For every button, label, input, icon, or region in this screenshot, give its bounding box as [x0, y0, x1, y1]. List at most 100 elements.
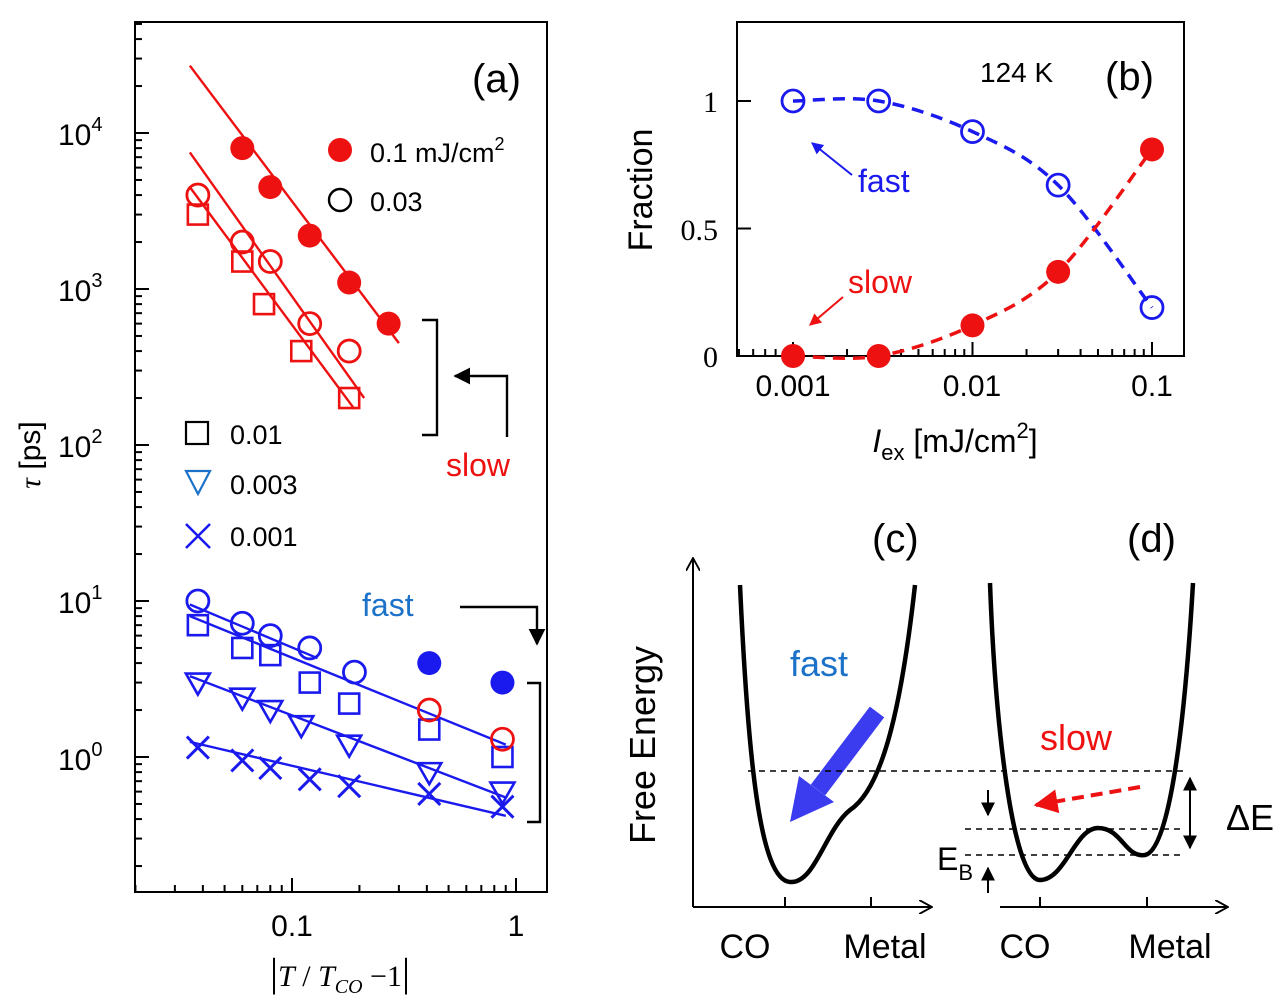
- panel-b-label: (b): [1105, 55, 1154, 99]
- data-point: [417, 651, 442, 676]
- data-point: [491, 745, 514, 769]
- legend-label-0.003: 0.003: [230, 470, 298, 500]
- data-point: [287, 714, 316, 740]
- fit-line: [189, 740, 507, 817]
- data-point: [186, 203, 210, 226]
- panel-c-energy-curve: [737, 584, 918, 885]
- data-point: [376, 311, 401, 336]
- data-point: [1046, 259, 1071, 284]
- data-point: [231, 250, 254, 273]
- panel-a-ytick-labels: 100 101 102 103 104: [58, 114, 103, 777]
- panel-d: (d) CO Metal slow ΔE EB: [748, 517, 1274, 966]
- data-point: [186, 613, 210, 637]
- data-point: [488, 781, 517, 807]
- data-point: [490, 670, 515, 695]
- panel-d-slow-arrow: [1033, 785, 1141, 814]
- panel-b-slow-annotation: slow: [809, 264, 913, 326]
- data-point: [780, 88, 806, 114]
- data-point: [229, 610, 255, 636]
- panel-a-legend: 0.1 mJ/cm2 0.03 0.01 0.003 0.001: [184, 134, 505, 552]
- panel-a-ylabel: τ [ps]: [14, 421, 47, 488]
- data-point: [490, 726, 515, 752]
- series-line: [792, 97, 1154, 309]
- panel-b-ylabel: Fraction: [622, 129, 660, 252]
- panel-c-fast-label: fast: [790, 643, 848, 684]
- data-point: [417, 718, 441, 741]
- data-point: [297, 767, 322, 792]
- ytick-label-1e3: 103: [58, 270, 103, 308]
- legend-label-0.001: 0.001: [230, 522, 298, 552]
- panel-c-ylabel: Free Energy: [622, 646, 663, 844]
- panel-b-ticks: [737, 100, 1153, 357]
- data-point: [334, 734, 364, 760]
- data-point: [183, 672, 213, 698]
- legend-label-0.03: 0.03: [370, 187, 423, 217]
- ytick-label-1e1: 101: [58, 582, 103, 620]
- panel-b-temperature: 124 K: [980, 57, 1053, 88]
- slow-annotation: slow: [446, 447, 511, 483]
- data-point: [185, 735, 210, 760]
- panel-b-ytick-0.5: 0.5: [681, 214, 719, 247]
- panel-b-xtick-0.001: 0.001: [755, 370, 830, 403]
- data-point: [297, 635, 323, 661]
- panel-b-xtick-0.1: 0.1: [1131, 370, 1173, 403]
- panel-d-energy-curve: [987, 582, 1196, 883]
- panel-a-frame: [134, 21, 548, 893]
- data-point: [289, 339, 313, 363]
- panel-b-fast-annotation: fast: [811, 142, 910, 199]
- panel-c-label: (c): [872, 517, 919, 561]
- panel-a: (a) 100 101 102 103 104 0.1 1 τ [ps] |T …: [14, 21, 548, 998]
- data-point: [297, 223, 322, 248]
- panel-b-ytick-0: 0: [703, 341, 718, 374]
- panel-b-slow-label: slow: [848, 264, 913, 300]
- data-point: [252, 292, 276, 316]
- data-point: [231, 636, 254, 660]
- data-point: [258, 175, 283, 200]
- data-point: [185, 588, 211, 614]
- panel-b-lines: [792, 97, 1154, 360]
- eb-label: EB: [937, 841, 973, 885]
- panel-b-data-points: [780, 88, 1165, 368]
- data-point: [258, 643, 282, 667]
- data-point: [230, 748, 255, 773]
- xtick-label-1: 1: [508, 910, 525, 943]
- panel-c-arrow-shaft: [810, 706, 885, 796]
- panel-a-label: (a): [472, 57, 521, 101]
- panel-b: (b) 124 K 0 0.5 1 0.001 0.01 0.1 Fractio…: [622, 21, 1185, 465]
- fast-bracket: fast: [362, 587, 546, 824]
- data-point: [866, 344, 891, 368]
- slow-bracket: slow: [422, 318, 511, 483]
- data-point: [258, 755, 283, 781]
- legend-label-0.01: 0.01: [230, 420, 283, 450]
- panel-b-fast-label: fast: [858, 163, 910, 199]
- panel-a-xlabel: |T / TCO −1|: [270, 950, 410, 998]
- delta-e-label: ΔE: [1226, 797, 1274, 838]
- panel-d-slow-label: slow: [1040, 717, 1113, 758]
- data-point: [257, 623, 283, 649]
- legend-label-0.1: 0.1 mJ/cm2: [370, 134, 505, 168]
- data-point: [960, 119, 985, 145]
- data-point: [256, 699, 285, 725]
- fit-line: [188, 186, 356, 410]
- legend-marker-square: [184, 420, 210, 446]
- data-point: [416, 697, 442, 723]
- legend-marker-open-circle: [327, 187, 353, 213]
- panel-b-frame: [736, 21, 1185, 357]
- data-point: [230, 136, 255, 161]
- data-point: [866, 88, 892, 114]
- data-point: [960, 313, 985, 338]
- panel-b-ytick-1: 1: [703, 86, 718, 119]
- data-point: [415, 761, 444, 787]
- xtick-label-0.1: 0.1: [271, 910, 313, 943]
- legend-marker-x: [185, 523, 211, 549]
- data-point: [337, 774, 362, 799]
- data-point: [1045, 172, 1071, 198]
- ytick-label-1e2: 102: [58, 426, 103, 464]
- panel-c: (c) Free Energy CO Metal fast: [622, 517, 932, 966]
- panel-b-xlabel: Iex [mJ/cm2]: [872, 418, 1037, 465]
- ytick-label-1e4: 104: [58, 114, 103, 152]
- data-point: [781, 344, 805, 368]
- data-point: [1140, 137, 1164, 162]
- data-point: [185, 182, 211, 208]
